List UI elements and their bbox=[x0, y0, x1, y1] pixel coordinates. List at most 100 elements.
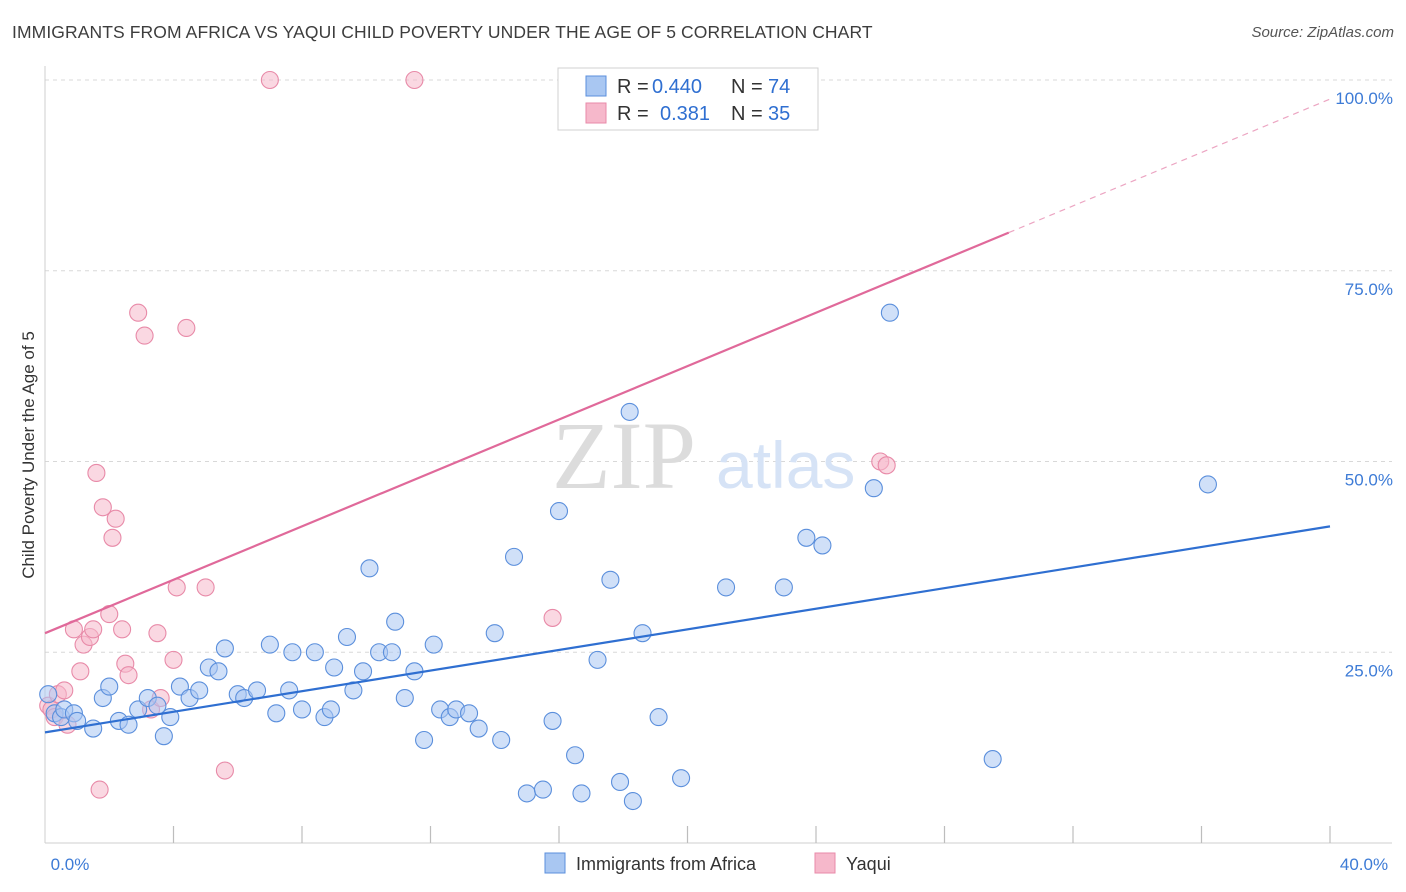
africa-point bbox=[533, 780, 552, 799]
africa-point bbox=[260, 635, 279, 654]
legend-r-value-yaqui: 0.381 bbox=[660, 103, 710, 125]
africa-point bbox=[360, 559, 379, 578]
africa-point bbox=[459, 704, 479, 723]
yaqui-point bbox=[164, 650, 183, 669]
watermark-atlas: atlas bbox=[716, 428, 855, 502]
africa-point bbox=[190, 681, 209, 700]
africa-point bbox=[543, 711, 562, 730]
trend-lines bbox=[44, 98, 1331, 734]
yaqui-trend-line bbox=[44, 231, 1010, 635]
yaqui-point bbox=[90, 780, 109, 799]
africa-point bbox=[492, 730, 511, 750]
africa-point bbox=[633, 624, 652, 643]
yaqui-point bbox=[260, 70, 279, 90]
bottom-legend-swatch-africa bbox=[544, 852, 566, 874]
africa-point bbox=[504, 547, 524, 566]
yaqui-point bbox=[177, 318, 196, 338]
yaqui-point bbox=[129, 303, 148, 322]
legend-box: R = 0.440 N = 74 R = 0.381 N = 35 bbox=[557, 67, 819, 131]
y-axis-title: Child Poverty Under the Age of 5 bbox=[19, 331, 38, 579]
yaqui-point bbox=[215, 761, 234, 780]
africa-point bbox=[292, 700, 312, 719]
yaqui-point bbox=[87, 463, 106, 482]
africa-point bbox=[623, 791, 642, 811]
africa-point bbox=[267, 704, 286, 723]
yaqui-point bbox=[71, 662, 90, 681]
africa-point bbox=[620, 402, 639, 421]
africa-point bbox=[1198, 475, 1217, 494]
legend-n-value-yaqui: 35 bbox=[768, 103, 790, 125]
africa-point bbox=[601, 570, 620, 589]
africa-point bbox=[68, 711, 87, 730]
yaqui-point bbox=[55, 681, 74, 700]
africa-point bbox=[566, 746, 585, 765]
africa-point bbox=[415, 730, 434, 750]
yaqui-point bbox=[148, 624, 167, 643]
africa-trend-line bbox=[44, 525, 1331, 734]
africa-point bbox=[353, 662, 373, 681]
africa-point bbox=[154, 727, 173, 746]
africa-point bbox=[469, 719, 488, 738]
yaqui-point bbox=[405, 70, 424, 90]
gridlines bbox=[45, 79, 1392, 653]
africa-point bbox=[305, 643, 324, 662]
africa-point bbox=[983, 750, 1002, 769]
africa-point bbox=[672, 769, 691, 788]
yaqui-point bbox=[119, 666, 138, 685]
africa-point bbox=[549, 502, 569, 521]
yaqui-point bbox=[877, 456, 896, 475]
y-tick-label: 75.0% bbox=[1345, 280, 1393, 299]
africa-point bbox=[572, 784, 591, 803]
africa-point bbox=[864, 479, 883, 498]
legend-r-value-africa: 0.440 bbox=[652, 76, 702, 98]
africa-point bbox=[485, 624, 504, 643]
y-tick-label: 50.0% bbox=[1345, 471, 1393, 490]
legend-swatch-africa bbox=[585, 75, 607, 97]
africa-point bbox=[649, 708, 668, 727]
yaqui-point bbox=[93, 498, 112, 517]
bottom-legend-swatch-yaqui bbox=[814, 852, 836, 874]
africa-point bbox=[382, 643, 402, 662]
legend-n-label-africa: N = bbox=[731, 76, 763, 98]
yaqui-point bbox=[113, 620, 132, 639]
bottom-legend: Immigrants from Africa Yaqui bbox=[544, 852, 891, 874]
y-tick-labels: 25.0% 50.0% 75.0% 100.0% bbox=[1335, 89, 1393, 680]
yaqui-trend-extension bbox=[1008, 98, 1331, 234]
yaqui-point bbox=[106, 509, 125, 528]
africa-point bbox=[283, 643, 302, 662]
yaqui-point bbox=[84, 620, 103, 639]
chart-title: IMMIGRANTS FROM AFRICA VS YAQUI CHILD PO… bbox=[12, 22, 873, 42]
africa-point bbox=[280, 681, 299, 700]
y-tick-label: 25.0% bbox=[1345, 661, 1393, 680]
legend-n-label-yaqui: N = bbox=[731, 103, 763, 125]
legend-r-label-yaqui: R = bbox=[617, 103, 649, 125]
africa-point bbox=[321, 700, 340, 719]
africa-point bbox=[209, 662, 228, 681]
bottom-legend-label-africa: Immigrants from Africa bbox=[576, 854, 757, 874]
bottom-legend-label-yaqui: Yaqui bbox=[846, 854, 891, 874]
africa-point bbox=[880, 303, 899, 322]
legend-r-label-africa: R = bbox=[617, 76, 649, 98]
africa-point bbox=[325, 658, 344, 677]
africa-point bbox=[100, 677, 119, 696]
africa-point bbox=[610, 772, 630, 792]
africa-point bbox=[215, 639, 234, 658]
yaqui-point bbox=[196, 578, 215, 597]
africa-point bbox=[517, 784, 536, 803]
africa-points bbox=[39, 303, 1217, 811]
yaqui-point bbox=[543, 608, 562, 627]
africa-point bbox=[588, 650, 607, 669]
x-tick-label-min: 0.0% bbox=[51, 855, 90, 874]
africa-point bbox=[424, 635, 443, 654]
x-tick-label-max: 40.0% bbox=[1340, 855, 1388, 874]
africa-point bbox=[813, 536, 832, 555]
africa-point bbox=[386, 612, 405, 631]
legend-n-value-africa: 74 bbox=[768, 76, 790, 98]
africa-point bbox=[716, 578, 736, 597]
africa-point bbox=[337, 627, 357, 647]
yaqui-point bbox=[103, 528, 122, 547]
africa-point bbox=[797, 528, 816, 547]
africa-point bbox=[774, 578, 793, 597]
chart-source: Source: ZipAtlas.com bbox=[1251, 24, 1394, 41]
